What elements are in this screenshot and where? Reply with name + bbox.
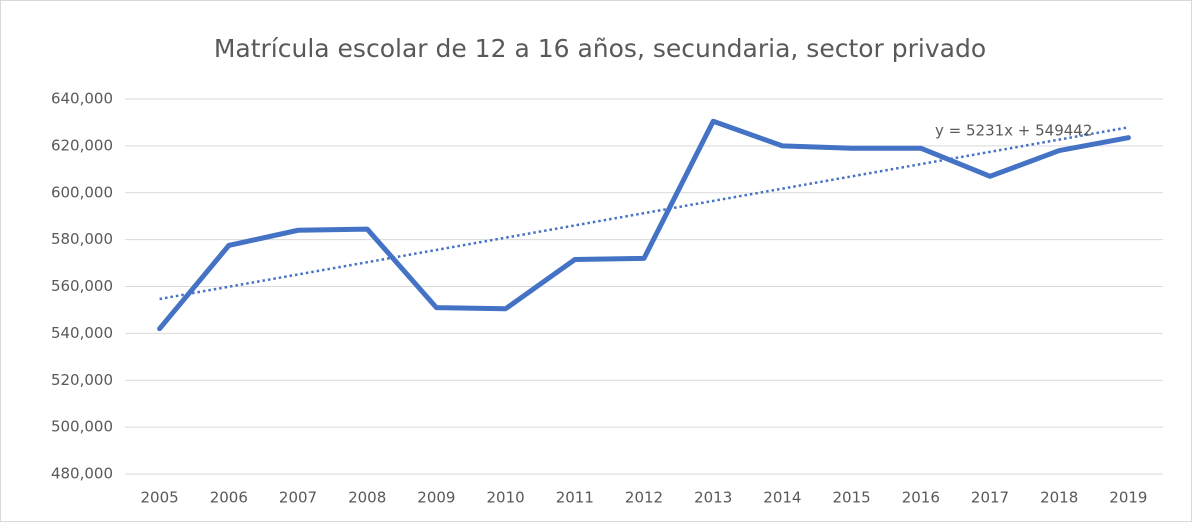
y-tick-label: 600,000: [51, 183, 113, 201]
x-tick-label: 2005: [141, 489, 179, 507]
x-tick-label: 2018: [1040, 489, 1078, 507]
x-tick-label: 2016: [902, 489, 940, 507]
chart-title: Matrícula escolar de 12 a 16 años, secun…: [214, 34, 986, 63]
y-tick-label: 480,000: [51, 465, 113, 483]
x-tick-label: 2017: [971, 489, 1009, 507]
data-line: [157, 118, 1131, 332]
x-tick-label: 2007: [279, 489, 317, 507]
x-tick-label: 2011: [556, 489, 594, 507]
y-tick-label: 500,000: [51, 418, 113, 436]
x-tick-label: 2014: [763, 489, 801, 507]
y-tick-label: 580,000: [51, 230, 113, 248]
x-tick-label: 2012: [625, 489, 663, 507]
x-tick-label: 2019: [1109, 489, 1147, 507]
y-tick-label: 560,000: [51, 277, 113, 295]
trendline: [159, 126, 1129, 301]
x-tick-label: 2015: [833, 489, 871, 507]
x-tick-label: 2010: [487, 489, 525, 507]
x-tick-label: 2006: [210, 489, 248, 507]
y-tick-label: 520,000: [51, 371, 113, 389]
trendline-label: y = 5231x + 549442: [935, 122, 1092, 140]
y-tick-label: 540,000: [51, 324, 113, 342]
x-tick-label: 2013: [694, 489, 732, 507]
y-tick-label: 620,000: [51, 136, 113, 154]
x-tick-label: 2008: [348, 489, 386, 507]
x-tick-label: 2009: [417, 489, 455, 507]
y-tick-label: 640,000: [51, 90, 113, 108]
